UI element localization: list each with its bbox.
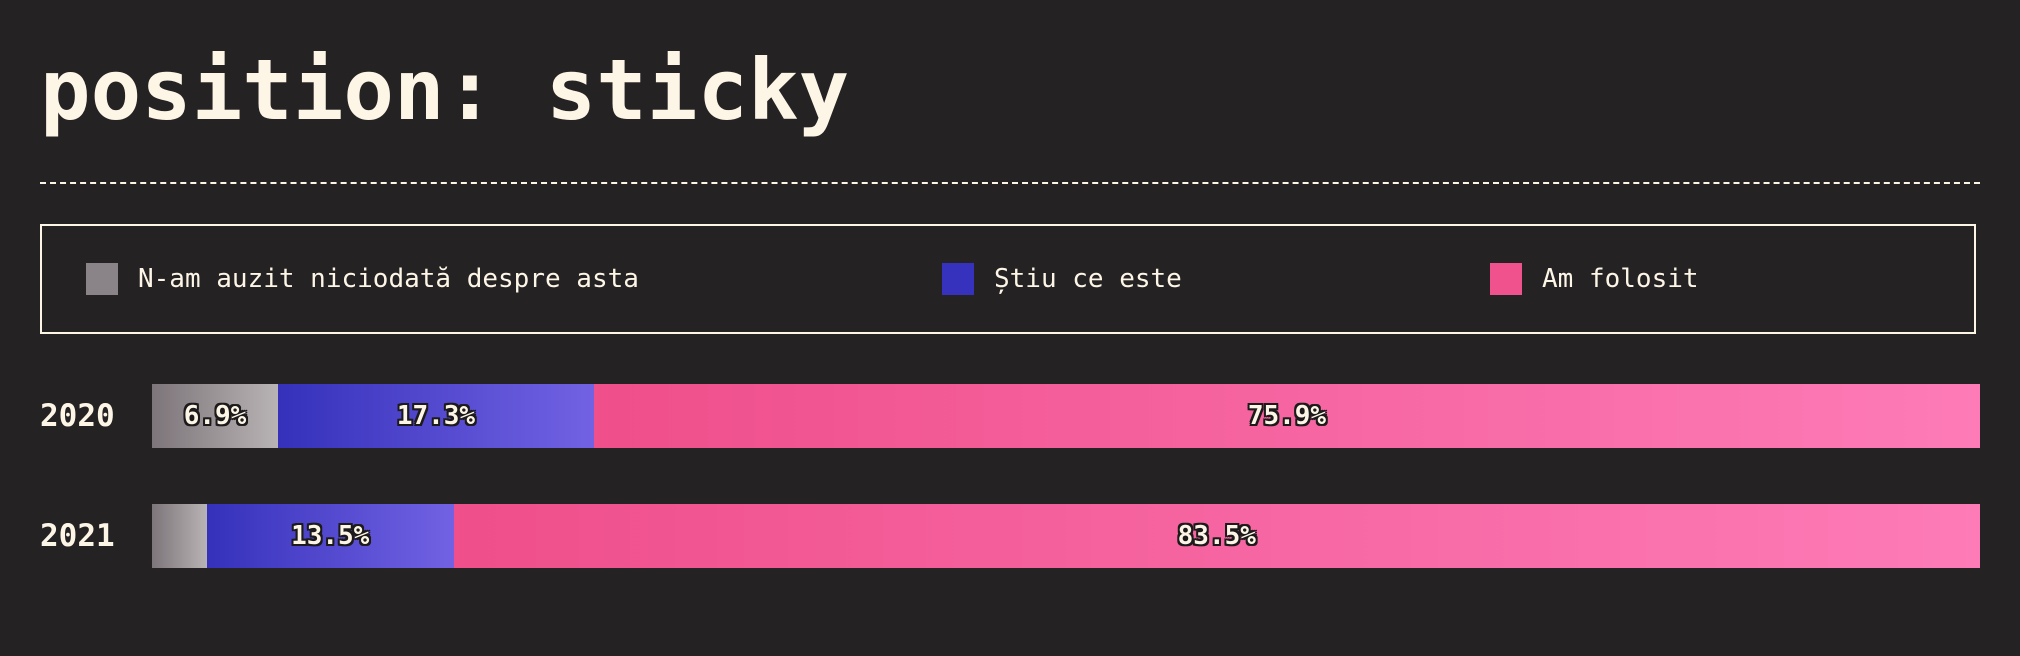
bar-segment-used-it-2021[interactable]: 83.5% (453, 504, 1980, 568)
data-label-know-what-it-is-2021: 13.5% (291, 521, 370, 551)
legend-item-never-heard[interactable]: N-am auzit niciodată despre asta (86, 226, 639, 332)
dashed-divider (40, 182, 1980, 184)
legend-swatch-know-what-it-is (942, 263, 974, 295)
legend-swatch-used-it (1490, 263, 1522, 295)
bar-segment-know-what-it-is-2020[interactable]: 17.3% (278, 384, 594, 448)
bar-segment-never-heard-2020[interactable]: 6.9% (152, 384, 278, 448)
bar-row-2021: 13.5% 83.5% (152, 504, 1980, 568)
legend-item-used-it[interactable]: Am folosit (1490, 226, 1699, 332)
chart-legend: N-am auzit niciodată despre asta Știu ce… (40, 224, 1976, 334)
bar-segment-used-it-2020[interactable]: 75.9% (593, 384, 1980, 448)
bar-segment-never-heard-2021[interactable] (152, 504, 207, 568)
legend-label-know-what-it-is: Știu ce este (994, 264, 1182, 294)
legend-label-never-heard: N-am auzit niciodată despre asta (138, 264, 639, 294)
legend-item-know-what-it-is[interactable]: Știu ce este (942, 226, 1182, 332)
legend-label-used-it: Am folosit (1542, 264, 1699, 294)
data-label-used-it-2021: 83.5% (1177, 521, 1256, 551)
bar-segment-know-what-it-is-2021[interactable]: 13.5% (206, 504, 454, 568)
bar-label-2021: 2021 (40, 518, 115, 554)
page-title: position: sticky (40, 41, 850, 139)
data-label-know-what-it-is-2020: 17.3% (396, 401, 476, 431)
bar-label-2020: 2020 (40, 398, 115, 434)
data-label-used-it-2020: 75.9% (1247, 401, 1327, 431)
legend-swatch-never-heard (86, 263, 118, 295)
bar-row-2020: 6.9% 17.3% 75.9% (152, 384, 1980, 448)
data-label-never-heard-2020: 6.9% (183, 401, 247, 431)
